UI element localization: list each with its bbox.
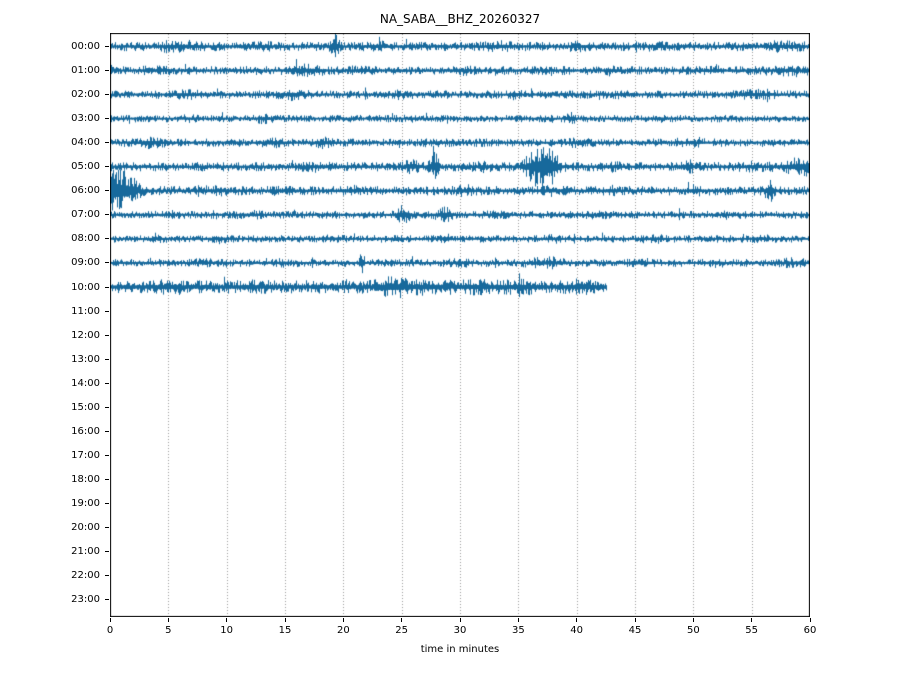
x-tick-mark bbox=[226, 618, 228, 622]
x-tick-mark bbox=[517, 618, 519, 622]
y-tick-mark bbox=[105, 527, 109, 528]
y-tick-mark bbox=[105, 502, 109, 504]
y-tick-label: 17:00 bbox=[71, 449, 100, 461]
y-tick-label: 16:00 bbox=[71, 425, 100, 437]
x-axis-title: time in minutes bbox=[420, 644, 500, 655]
x-tick-label: 35 bbox=[511, 625, 525, 636]
y-tick-mark bbox=[105, 118, 109, 120]
y-tick-mark bbox=[105, 142, 109, 144]
y-tick-mark bbox=[105, 190, 109, 192]
y-tick-mark bbox=[105, 406, 109, 408]
x-tick-label: 25 bbox=[395, 625, 409, 636]
y-tick-mark bbox=[105, 310, 109, 312]
y-tick-label: 18:00 bbox=[71, 473, 100, 485]
y-tick-label: 19:00 bbox=[71, 497, 100, 509]
y-tick-mark bbox=[105, 358, 109, 360]
y-tick-label: 03:00 bbox=[71, 113, 100, 125]
y-tick-mark bbox=[105, 166, 109, 168]
x-tick-mark bbox=[342, 618, 344, 622]
y-tick-label: 21:00 bbox=[71, 546, 100, 558]
x-tick-label: 55 bbox=[745, 625, 759, 636]
y-tick-label: 22:00 bbox=[71, 570, 100, 582]
x-tick-mark bbox=[401, 618, 403, 622]
y-tick-label: 09:00 bbox=[71, 257, 100, 269]
y-tick-label: 05:00 bbox=[71, 161, 100, 173]
y-tick-mark bbox=[105, 70, 109, 72]
y-tick-mark bbox=[105, 478, 109, 480]
y-tick-label: 15:00 bbox=[71, 401, 100, 413]
x-tick-label: 5 bbox=[165, 625, 172, 636]
x-tick-label: 60 bbox=[803, 625, 817, 636]
x-tick-label: 20 bbox=[336, 625, 350, 636]
y-tick-mark bbox=[105, 214, 109, 216]
x-tick-mark bbox=[459, 618, 461, 622]
x-tick-mark bbox=[809, 618, 811, 622]
y-tick-label: 01:00 bbox=[71, 65, 100, 77]
x-tick-label: 10 bbox=[220, 625, 234, 636]
y-tick-label: 00:00 bbox=[71, 41, 100, 52]
y-tick-label: 07:00 bbox=[71, 209, 100, 221]
y-tick-label: 08:00 bbox=[71, 233, 100, 245]
y-tick-mark bbox=[105, 238, 109, 240]
x-tick-mark bbox=[692, 618, 694, 622]
x-tick-label: 0 bbox=[106, 625, 114, 636]
x-tick-mark bbox=[751, 618, 753, 622]
y-tick-label: 20:00 bbox=[71, 522, 100, 533]
y-tick-mark bbox=[105, 430, 109, 432]
y-tick-mark bbox=[105, 334, 109, 336]
y-tick-mark bbox=[105, 94, 109, 96]
x-tick-label: 30 bbox=[453, 625, 467, 636]
y-tick-label: 02:00 bbox=[71, 89, 100, 101]
x-tick-label: 45 bbox=[628, 625, 642, 636]
y-tick-mark bbox=[105, 575, 109, 577]
x-tick-mark bbox=[576, 618, 578, 622]
y-tick-mark bbox=[105, 454, 109, 456]
y-tick-label: 10:00 bbox=[71, 281, 100, 293]
x-tick-label: 50 bbox=[686, 625, 700, 636]
y-tick-mark bbox=[105, 551, 109, 553]
chart-title: NA_SABA__BHZ_20260327 bbox=[379, 12, 541, 26]
y-tick-label: 23:00 bbox=[71, 594, 100, 606]
x-tick-mark bbox=[167, 618, 169, 622]
y-tick-mark bbox=[105, 286, 109, 288]
x-tick-mark bbox=[634, 618, 636, 622]
x-tick-label: 40 bbox=[570, 625, 584, 636]
y-tick-label: 12:00 bbox=[71, 329, 100, 341]
y-tick-mark bbox=[105, 382, 109, 384]
y-tick-label: 06:00 bbox=[71, 185, 100, 197]
x-tick-label: 15 bbox=[278, 625, 292, 636]
waveform-plot-canvas bbox=[110, 33, 810, 617]
y-tick-mark bbox=[105, 599, 109, 601]
x-tick-mark bbox=[109, 618, 111, 622]
y-tick-label: 14:00 bbox=[71, 377, 100, 389]
y-tick-label: 04:00 bbox=[71, 137, 100, 149]
y-tick-mark bbox=[105, 46, 109, 47]
y-tick-label: 11:00 bbox=[71, 305, 100, 317]
x-tick-mark bbox=[284, 618, 286, 622]
y-tick-mark bbox=[105, 262, 109, 264]
y-tick-label: 13:00 bbox=[71, 353, 100, 365]
